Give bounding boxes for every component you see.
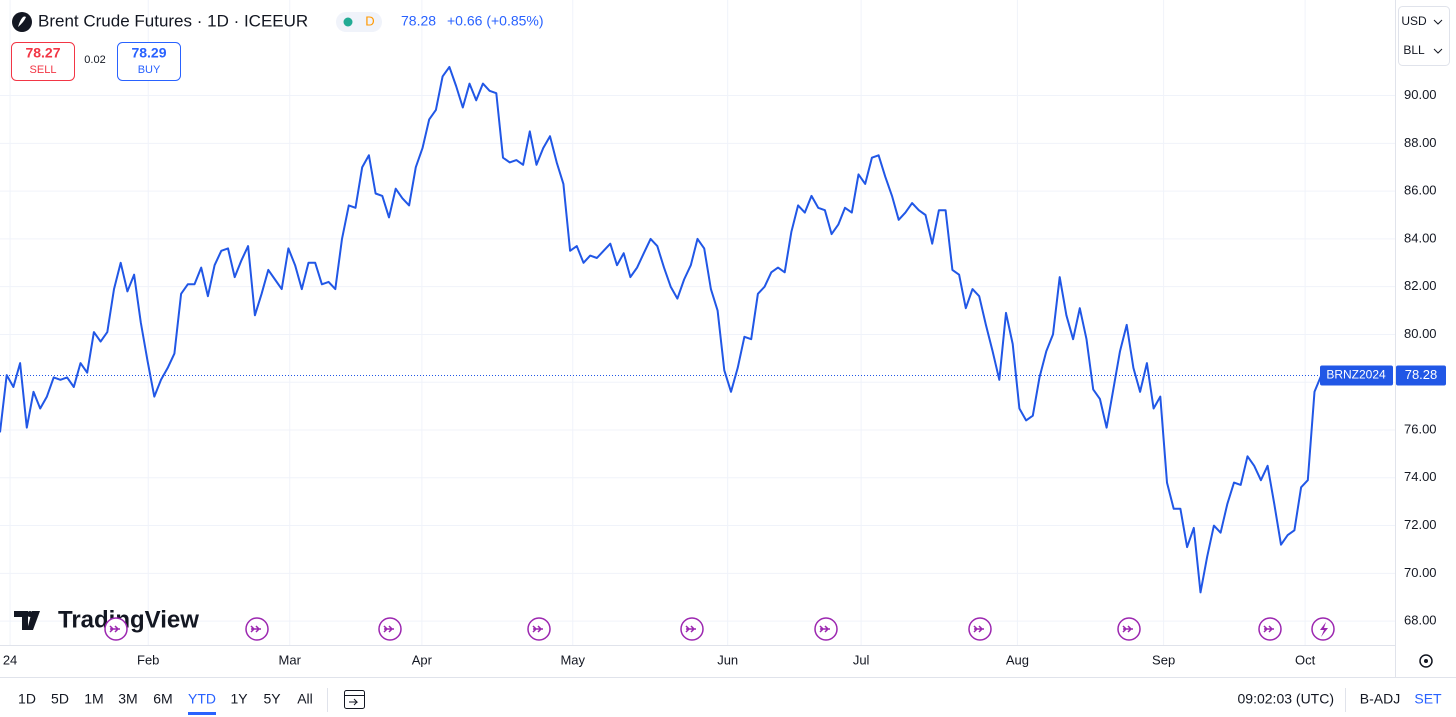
calendar-arrow[interactable] (349, 698, 359, 706)
calendar-icon[interactable] (344, 690, 365, 709)
y-tick-label: 68.00 (1404, 613, 1437, 628)
x-tick-label: Sep (1152, 652, 1175, 667)
currency[interactable]: USD (1401, 14, 1427, 28)
x-tick-label: 24 (3, 652, 17, 667)
event-markers (104, 617, 1335, 641)
event-marker-arrow[interactable] (685, 625, 696, 633)
x-tick-label: Oct (1295, 652, 1316, 667)
price-tag (1396, 365, 1446, 386)
event-marker-arrow[interactable] (109, 625, 120, 633)
event-marker-arrow[interactable] (1263, 625, 1274, 633)
event-marker-arrow[interactable] (819, 625, 830, 633)
symbol-title: Brent Crude Futures · 1D · ICEEUR (38, 11, 308, 30)
spread: 0.02 (84, 54, 105, 66)
status-pill (336, 12, 382, 32)
event-lightning[interactable] (1320, 622, 1328, 637)
range-button[interactable]: 1D (18, 691, 36, 707)
price-line (0, 65, 1323, 594)
y-tick-label: 82.00 (1404, 278, 1437, 293)
price-tag-text: 78.28 (1405, 367, 1438, 382)
sell-price[interactable]: 78.27 (25, 45, 60, 61)
event-marker-arrow[interactable] (1122, 625, 1133, 633)
x-tick-label: May (560, 652, 585, 667)
dropdown-arrows (1433, 19, 1443, 54)
x-tick-label: Jul (853, 652, 870, 667)
clock: 09:02:03 (UTC) (1238, 691, 1334, 707)
range-button[interactable]: 5D (51, 691, 69, 707)
event-marker-arrow[interactable] (250, 625, 261, 633)
y-tick-label: 88.00 (1404, 135, 1437, 150)
unit[interactable]: BLL (1403, 43, 1425, 57)
logo: TradingView (14, 606, 199, 633)
y-tick-label: 72.00 (1404, 517, 1437, 532)
y-tick-label: 76.00 (1404, 421, 1437, 436)
symbol-tag-text: BRNZ2024 (1326, 368, 1386, 382)
settings-icon[interactable] (1419, 654, 1433, 668)
plot (0, 65, 1395, 594)
buy-price[interactable]: 78.29 (131, 45, 166, 61)
range-active-underline (188, 712, 216, 715)
event-marker-arrow[interactable] (383, 625, 394, 633)
header-change: +0.66 (+0.85%) (447, 13, 544, 29)
range-button[interactable]: 6M (153, 691, 172, 707)
y-tick-label: 84.00 (1404, 230, 1437, 245)
range-button[interactable]: 1M (84, 691, 103, 707)
y-tick-label: 90.00 (1404, 87, 1437, 102)
unit-box[interactable] (1398, 6, 1450, 66)
calendar-body[interactable] (344, 690, 365, 709)
event-marker-arrow[interactable] (973, 625, 984, 633)
header-price: 78.28 (401, 13, 436, 29)
delay-badge: D (365, 13, 374, 28)
symbol-tag (1320, 365, 1393, 386)
adjust-toggle[interactable]: B-ADJ (1360, 691, 1400, 707)
buy-button[interactable] (117, 42, 181, 81)
market-status-dot (343, 17, 353, 27)
logo-mark (14, 611, 40, 630)
sell-button[interactable] (11, 42, 75, 81)
event-marker-arrow[interactable] (532, 625, 543, 633)
y-tick-label: 86.00 (1404, 183, 1437, 198)
grid (0, 0, 1395, 645)
range-button[interactable]: All (297, 691, 313, 707)
y-tick-label: 70.00 (1404, 565, 1437, 580)
x-tick-label: Apr (412, 652, 433, 667)
logo-dot (27, 611, 33, 617)
range-buttons: 1D 5D 1M 3M 6M YTD 1Y 5Y All (18, 691, 313, 715)
y-tick-label: 74.00 (1404, 469, 1437, 484)
x-tick-label: Jun (717, 652, 738, 667)
x-tick-label: Feb (137, 652, 159, 667)
x-tick-label: Aug (1006, 652, 1029, 667)
y-tick-label: 80.00 (1404, 326, 1437, 341)
range-button[interactable]: 1Y (230, 691, 248, 707)
x-tick-label: Mar (279, 652, 302, 667)
settle-toggle[interactable]: SET (1414, 691, 1442, 707)
settings-icon-center[interactable] (1424, 659, 1428, 663)
buy-label[interactable]: BUY (138, 64, 161, 76)
logo-text: TradingView (58, 606, 199, 633)
symbol-icon-drop (18, 16, 26, 27)
range-button[interactable]: 5Y (263, 691, 281, 707)
sell-label[interactable]: SELL (30, 64, 57, 76)
range-button[interactable]: YTD (188, 691, 216, 707)
range-button[interactable]: 3M (118, 691, 137, 707)
